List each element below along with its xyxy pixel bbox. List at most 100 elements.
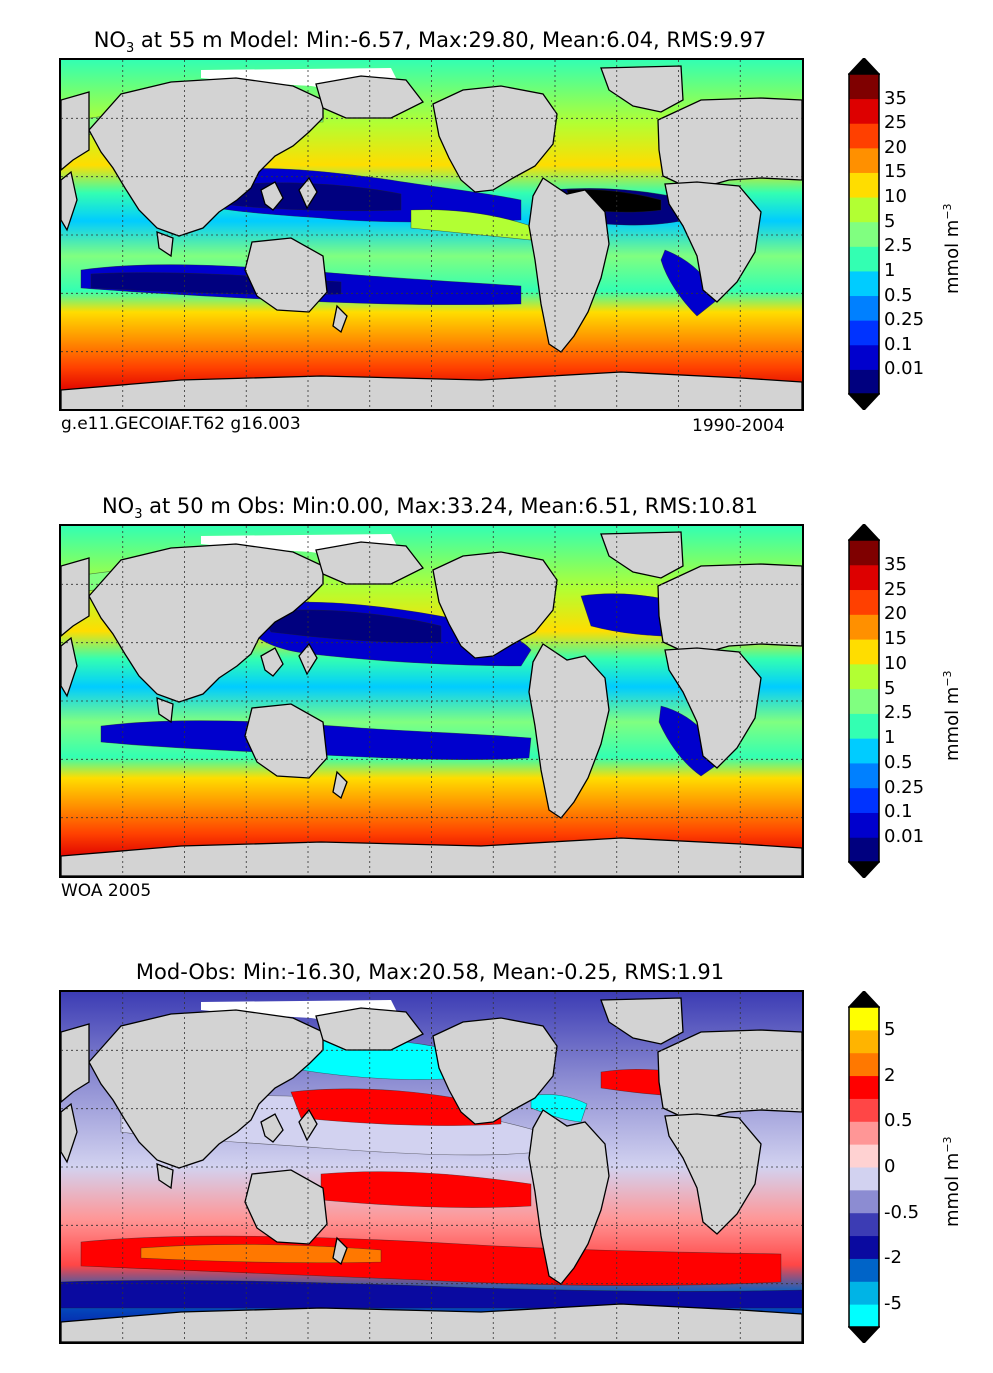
land-mass — [61, 636, 78, 698]
colorbar-3-swatch — [849, 1235, 879, 1259]
colorbar-2-swatch — [849, 663, 879, 690]
colorbar-2-swatch — [849, 762, 879, 789]
panel-2-map — [59, 524, 804, 878]
land-mass — [664, 647, 762, 769]
land-mass — [260, 1113, 284, 1143]
colorbar-2-unit-label: mmol m−3 — [941, 670, 963, 761]
colorbar-3-swatch — [849, 1144, 879, 1168]
land-mass — [61, 1102, 78, 1164]
colorbar-1-extend-min — [847, 393, 881, 412]
colorbar-3-swatch — [849, 1258, 879, 1282]
colorbar-3-swatch — [849, 1304, 879, 1328]
colorbar-1-swatch — [849, 172, 879, 198]
colorbar-3-swatch — [849, 1212, 879, 1237]
colorbar-1-tick-label: 1 — [884, 259, 896, 281]
colorbar-3-tick-label: 0 — [884, 1156, 896, 1177]
land-mass — [600, 531, 684, 579]
colorbar-1-swatch — [849, 320, 879, 346]
panel-1-map — [59, 58, 804, 411]
colorbar-1-swatch — [849, 74, 879, 100]
colorbar-2-tick-label: 15 — [884, 628, 907, 650]
colorbar-2-tick-label: 1 — [884, 727, 896, 749]
land-mass — [61, 91, 90, 171]
colorbar-1-tick-label: 0.5 — [884, 284, 913, 306]
panel-3-title: Mod-Obs: Min:-16.30, Max:20.58, Mean:-0.… — [135, 960, 725, 984]
land-mass — [156, 697, 174, 724]
colorbar-3-swatch — [849, 1189, 879, 1214]
colorbar-1-tick-label: 35 — [884, 87, 907, 109]
colorbar-1-tick-label: 0.1 — [884, 333, 913, 355]
land-mass — [156, 1163, 174, 1190]
land-mass — [657, 1029, 802, 1123]
land-mass — [432, 1017, 558, 1125]
panel-2-caption-left: WOA 2005 — [61, 881, 152, 901]
colorbar-2-tick-label: 0.1 — [884, 801, 913, 823]
colorbar-3-svg — [847, 989, 881, 1345]
colorbar-3-swatch — [849, 1075, 879, 1099]
land-mass — [332, 1236, 348, 1266]
land-mass — [298, 176, 318, 210]
land-mass — [88, 1009, 324, 1169]
land-mass — [260, 647, 284, 677]
colorbar-1-swatch — [849, 295, 879, 321]
colorbar-3-tick-label: -2 — [884, 1247, 902, 1269]
land-mass — [61, 170, 78, 232]
colorbar-2-tick-label: 0.5 — [884, 751, 913, 773]
colorbar-1-swatch — [849, 197, 879, 223]
colorbar-2-swatch — [849, 564, 879, 591]
colorbar-3-unit-label: mmol m−3 — [941, 1136, 963, 1227]
colorbar-3-tick-label: -0.5 — [884, 1201, 920, 1223]
contour-n-pacific-core — [260, 609, 442, 643]
land-mass — [600, 997, 684, 1045]
land-mass — [61, 557, 90, 637]
colorbar-2-swatch — [849, 688, 879, 714]
contour-caribbean-cyan — [530, 1094, 588, 1123]
land-mass — [298, 642, 318, 676]
colorbar-1-tick-label: 20 — [884, 136, 907, 158]
colorbar-2-swatch — [849, 614, 879, 640]
colorbar-1-tick-label: 5 — [884, 210, 896, 232]
colorbar-1-unit-label: mmol m−3 — [941, 203, 963, 294]
panel-1-title: NO3 at 55 m Model: Min:-6.57, Max:29.80,… — [93, 28, 767, 57]
land-mass — [528, 177, 610, 353]
panel-2-colorbar: 0.01 0.1 0.25 0.5 1 2.5 5 10 15 20 25 35 mmol m−3 — [847, 522, 993, 880]
land-mass — [528, 1109, 610, 1285]
panel-2-title: NO3 at 50 m Obs: Min:0.00, Max:33.24, Me… — [101, 494, 759, 523]
colorbar-2-swatch — [849, 738, 879, 764]
land-mass — [600, 65, 684, 113]
colorbar-1-tick-label: 15 — [884, 161, 907, 183]
panel-3-map — [59, 990, 804, 1344]
contour-southern-orange — [140, 1244, 382, 1264]
panel-1-caption-right: 1990-2004 — [692, 416, 785, 436]
colorbar-2-tick-label: 35 — [884, 553, 907, 575]
panel-1-colorbar: 0.01 0.1 0.25 0.5 1 2.5 5 10 15 20 25 35 mmol m−3 — [847, 56, 993, 412]
colorbar-1-swatch — [849, 246, 879, 272]
colorbar-1-swatch — [849, 147, 879, 173]
colorbar-2-svg — [847, 522, 881, 880]
colorbar-3-swatch — [849, 1029, 879, 1054]
colorbar-3-tick-label: 0.5 — [884, 1110, 913, 1132]
colorbar-2-extend-min — [847, 861, 881, 880]
colorbar-3-swatch — [849, 1281, 879, 1305]
colorbar-3-extend-min — [847, 1326, 881, 1345]
land-mass — [260, 181, 284, 211]
colorbar-1-swatch — [849, 98, 879, 124]
colorbar-1-tick-label: 0.25 — [884, 309, 925, 331]
colorbar-2-extend-max — [847, 522, 881, 541]
colorbar-3-swatch — [849, 1167, 879, 1191]
land-mass — [156, 231, 174, 258]
colorbar-3-swatch — [849, 1052, 879, 1077]
colorbar-1-swatch — [849, 369, 879, 395]
colorbar-2-swatch — [849, 713, 879, 739]
land-mass — [664, 181, 762, 303]
colorbar-1-swatch — [849, 270, 879, 297]
colorbar-3-swatch — [849, 1007, 879, 1031]
land-mass — [332, 770, 348, 800]
colorbar-2-tick-label: 20 — [884, 603, 907, 625]
colorbar-3-tick-label: 5 — [884, 1018, 896, 1040]
colorbar-1-swatch — [849, 344, 879, 370]
colorbar-2-tick-label: 0.25 — [884, 776, 925, 798]
land-mass — [332, 304, 348, 334]
land-mass — [528, 643, 610, 819]
colorbar-1-tick-label: 2.5 — [884, 235, 913, 257]
